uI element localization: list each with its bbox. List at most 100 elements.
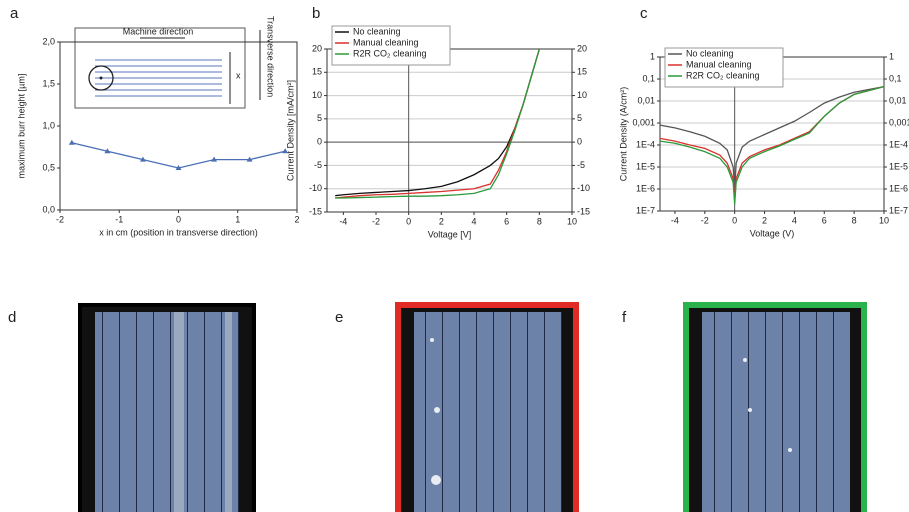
x-tick-label: 6 [822,215,827,225]
y-tick-label: 0,0 [42,204,55,214]
y2-tick-label: 20 [577,43,587,53]
legend-label: Manual cleaning [353,37,419,47]
y2-tick-label: 1 [889,51,894,61]
y-tick-label: 0,5 [42,162,55,172]
series-line [335,48,540,199]
panel-label: f [622,309,627,326]
x-tick-label: 0 [406,216,411,226]
y-tick-label: 1,0 [42,120,55,130]
marker [282,148,289,154]
legend-label: No cleaning [353,26,401,36]
marker [104,148,111,154]
panel-label: a [10,5,19,22]
panel-label: d [8,309,16,326]
panel-label: c [640,5,648,22]
y-tick-label: 20 [312,43,322,53]
x-tick-label: 0 [176,214,181,224]
photo-d [78,303,256,512]
x-tick-label: 6 [504,216,509,226]
x-tick-label: 10 [567,216,577,226]
y-tick-label: 1E-5 [636,161,655,171]
y2-tick-label: 0,01 [889,95,907,105]
y-tick-label: 15 [312,67,322,77]
y2-tick-label: 1E-5 [889,161,908,171]
marker [68,139,75,145]
x-tick-label: -1 [115,214,123,224]
y2-tick-label: 1E-6 [889,183,908,193]
series-line [335,48,540,197]
x-axis-label: Voltage [V] [428,229,472,239]
marker [139,156,146,162]
annotation: Machine direction [123,26,194,36]
y-axis-label: Current Density [mA/cm²] [285,80,295,181]
legend-label: R2R CO₂ cleaning [686,70,760,80]
y-tick-label: 0,01 [637,95,655,105]
annotation: x [236,70,241,80]
x-tick-label: -4 [671,215,679,225]
legend-label: R2R CO₂ cleaning [353,48,427,58]
y2-tick-label: 1E-7 [889,205,908,215]
marker [211,156,218,162]
x-tick-label: -2 [56,214,64,224]
x-tick-label: 4 [471,216,476,226]
x-tick-label: -2 [701,215,709,225]
inset-schematic [74,27,261,109]
y-tick-label: 1E-4 [636,139,655,149]
x-axis-label: Voltage (V) [750,228,795,238]
y2-tick-label: -10 [577,183,590,193]
x-tick-label: 8 [852,215,857,225]
x-tick-label: 2 [439,216,444,226]
y2-tick-label: 15 [577,67,587,77]
x-tick-label: 2 [762,215,767,225]
x-axis-label: x in cm (position in transverse directio… [99,227,258,237]
y2-tick-label: -15 [577,206,590,216]
series-line [335,48,540,199]
legend-box [331,25,451,66]
series-line [71,142,286,169]
y-tick-label: 10 [312,90,322,100]
y-tick-label: 2,0 [42,36,55,46]
y-tick-label: -5 [314,160,322,170]
y-axis-label: maximum burr height [µm] [16,74,26,179]
panel-label: e [335,309,343,326]
series-line [659,85,885,190]
y2-tick-label: 5 [577,113,582,123]
annotation: Transverse direction [266,16,276,97]
x-tick-label: 0 [732,215,737,225]
x-tick-label: 2 [294,214,299,224]
y-tick-label: -10 [309,183,322,193]
x-tick-label: 10 [879,215,889,225]
y-tick-label: 1E-6 [636,183,655,193]
x-tick-label: 4 [792,215,797,225]
x-tick-label: -2 [372,216,380,226]
x-tick-label: -4 [339,216,347,226]
marker [175,165,182,170]
legend-label: Manual cleaning [686,59,752,69]
panel-label: b [312,5,320,22]
photo-e [395,302,579,512]
photo-f [683,302,867,512]
series-line [659,86,885,205]
plot-frame [326,48,573,213]
y-axis-label: Current Density (A/cm²) [618,87,628,182]
y-tick-label: -15 [309,206,322,216]
y2-tick-label: 1E-4 [889,139,908,149]
y2-tick-label: -5 [577,160,585,170]
y2-tick-label: 10 [577,90,587,100]
y-tick-label: 0,001 [632,117,655,127]
legend-label: No cleaning [686,48,734,58]
marker [246,156,253,162]
y-tick-label: 1 [650,51,655,61]
y-tick-label: 1E-7 [636,205,655,215]
plot-frame [59,41,298,211]
y2-tick-label: 0,1 [889,73,902,83]
y-tick-label: 0,1 [642,73,655,83]
series-line [659,86,885,201]
x-tick-label: 8 [537,216,542,226]
legend-box [664,47,784,88]
x-tick-label: 1 [235,214,240,224]
y-tick-label: 1,5 [42,78,55,88]
y-tick-label: 0 [317,137,322,147]
